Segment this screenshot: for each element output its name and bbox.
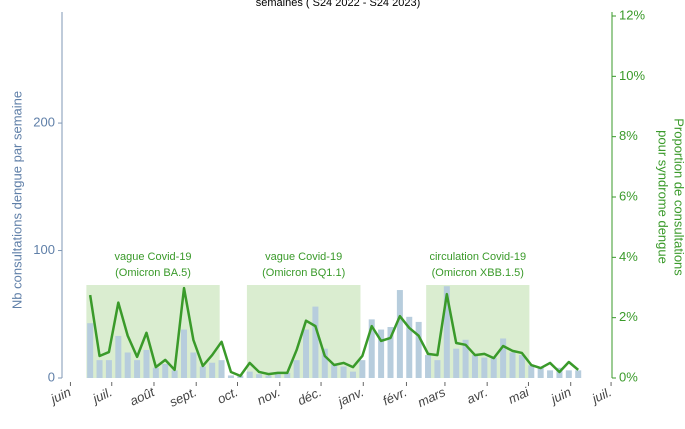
x-tick-label: août	[127, 384, 158, 409]
bar	[565, 370, 572, 378]
bar	[199, 366, 206, 378]
bar	[115, 335, 122, 378]
bar	[518, 355, 525, 378]
bar	[537, 367, 544, 378]
bar	[293, 360, 300, 378]
bar	[406, 316, 413, 378]
line	[88, 286, 580, 378]
bar	[387, 327, 394, 378]
bar	[134, 360, 141, 378]
x-tick-label: déc.	[295, 384, 324, 408]
bar	[143, 349, 150, 378]
bar	[284, 372, 291, 378]
bar	[490, 357, 497, 378]
y2-tick-label: 8%	[619, 128, 638, 143]
bar	[575, 370, 582, 378]
x-tick-label: mai	[506, 384, 532, 407]
region-annotation: (Omicron BQ1.1)	[262, 267, 345, 279]
bar	[274, 374, 281, 378]
y-axis-label: Nb consultations dengue par semaine	[9, 91, 24, 309]
x-tick-label: avr.	[464, 384, 490, 407]
chart-title: semaines ( S24 2022 - S24 2023)	[256, 0, 421, 9]
bar	[462, 339, 469, 378]
x-tick-label: sept.	[167, 384, 199, 410]
bar	[171, 370, 178, 378]
region-annotation: (Omicron XBB.1.5)	[432, 267, 524, 279]
x-tick-label: juil.	[588, 384, 614, 407]
y-tick-label: 200	[33, 115, 55, 130]
y2-tick-label: 10%	[619, 68, 645, 83]
x-tick-label: janv.	[334, 384, 366, 410]
y2-tick-label: 0%	[619, 369, 638, 384]
bar	[443, 286, 450, 378]
bar	[96, 360, 103, 378]
x-tick-label: mars	[415, 384, 448, 410]
bar	[359, 360, 366, 378]
x-tick-label: oct.	[215, 384, 240, 406]
bar	[434, 360, 441, 378]
bar	[303, 329, 310, 378]
bar	[312, 306, 319, 378]
region-annotation: circulation Covid-19	[429, 251, 526, 263]
bar	[481, 357, 488, 378]
bar	[124, 352, 131, 378]
y2-tick-label: 2%	[619, 309, 638, 324]
y2-tick-label: 6%	[619, 188, 638, 203]
bar	[368, 319, 375, 378]
y2-tick-label: 4%	[619, 249, 638, 264]
bar	[509, 352, 516, 378]
bar	[331, 363, 338, 378]
region-annotation: (Omicron BA.5)	[115, 267, 191, 279]
bar	[181, 329, 188, 378]
bar	[218, 360, 225, 378]
region-annotation: vague Covid-19	[265, 251, 342, 263]
bar	[105, 360, 112, 378]
bar	[425, 355, 432, 378]
x-tick-label: juin	[547, 384, 574, 407]
bar	[349, 371, 356, 378]
bar	[265, 375, 272, 378]
x-tick-label: juin	[47, 384, 74, 407]
y2-axis-label: pour syndrome dengue	[656, 130, 671, 264]
bar	[246, 371, 253, 378]
x-tick-label: févr.	[380, 384, 409, 408]
bar	[321, 348, 328, 378]
bar	[227, 375, 234, 378]
bar	[152, 367, 159, 378]
bar	[471, 355, 478, 378]
bar	[87, 323, 94, 378]
bar	[396, 290, 403, 378]
y-tick-label: 100	[33, 242, 55, 257]
bar	[453, 348, 460, 378]
y-tick-label: 0	[48, 369, 55, 384]
bar	[256, 374, 263, 378]
bar	[528, 365, 535, 378]
bar	[190, 352, 197, 378]
bar	[415, 321, 422, 378]
bar	[547, 370, 554, 378]
bar	[500, 338, 507, 378]
x-tick-label: nov.	[255, 384, 283, 408]
bar	[209, 362, 216, 378]
bar	[162, 363, 169, 378]
bar	[378, 329, 385, 378]
y2-axis-label: Proportion de consultations	[672, 118, 685, 276]
region-annotation: vague Covid-19	[115, 251, 192, 263]
y2-tick-label: 12%	[619, 7, 645, 22]
bar	[340, 366, 347, 378]
x-tick-label: juil.	[89, 384, 115, 407]
